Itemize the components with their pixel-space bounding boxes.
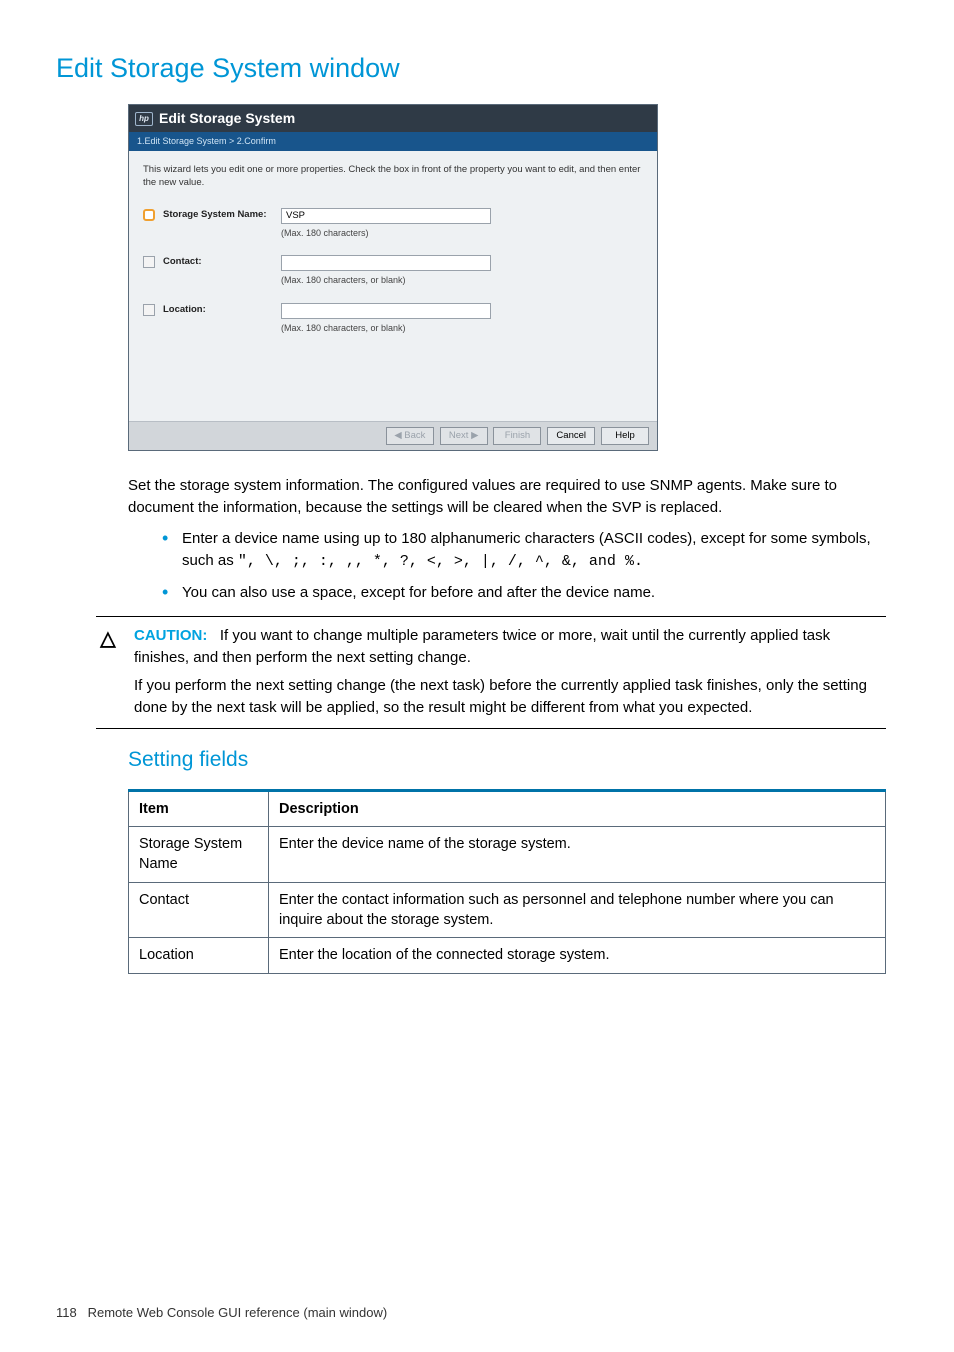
checkbox-location[interactable] bbox=[143, 304, 155, 316]
subheading-setting-fields: Setting fields bbox=[128, 745, 906, 774]
wizard-breadcrumb: 1.Edit Storage System > 2.Confirm bbox=[129, 132, 657, 151]
hint-storage-name: (Max. 180 characters) bbox=[281, 227, 491, 240]
checkbox-contact[interactable] bbox=[143, 256, 155, 268]
page-footer: 118 Remote Web Console GUI reference (ma… bbox=[48, 1304, 906, 1322]
table-row: Contact Enter the contact information su… bbox=[129, 882, 886, 938]
input-contact[interactable] bbox=[281, 255, 491, 271]
dialog-footer: ◀ Back Next ▶ Finish Cancel Help bbox=[129, 421, 657, 450]
form-row-location: Location: (Max. 180 characters, or blank… bbox=[143, 303, 643, 335]
bullet-list: Enter a device name using up to 180 alph… bbox=[162, 528, 886, 605]
caution-p2: If you perform the next setting change (… bbox=[134, 675, 886, 719]
cancel-button[interactable]: Cancel bbox=[547, 427, 595, 445]
form-row-contact: Contact: (Max. 180 characters, or blank) bbox=[143, 255, 643, 287]
form-row-storage-name: Storage System Name: (Max. 180 character… bbox=[143, 208, 643, 240]
help-button[interactable]: Help bbox=[601, 427, 649, 445]
caution-label: CAUTION: bbox=[134, 627, 207, 644]
caution-icon: △ bbox=[96, 625, 120, 718]
table-row: Location Enter the location of the conne… bbox=[129, 938, 886, 973]
finish-button[interactable]: Finish bbox=[493, 427, 541, 445]
hint-location: (Max. 180 characters, or blank) bbox=[281, 322, 491, 335]
bullet-item-1: Enter a device name using up to 180 alph… bbox=[162, 528, 886, 574]
label-location: Location: bbox=[163, 303, 281, 316]
back-button[interactable]: ◀ Back bbox=[386, 427, 434, 445]
th-item: Item bbox=[129, 790, 269, 826]
dialog-screenshot: hp Edit Storage System 1.Edit Storage Sy… bbox=[128, 104, 906, 451]
caution-p1: If you want to change multiple parameter… bbox=[134, 627, 830, 666]
input-location[interactable] bbox=[281, 303, 491, 319]
setting-fields-table: Item Description Storage System Name Ent… bbox=[128, 789, 886, 974]
checkbox-storage-name[interactable] bbox=[143, 209, 155, 221]
dialog-title: Edit Storage System bbox=[159, 109, 295, 129]
label-storage-name: Storage System Name: bbox=[163, 208, 281, 221]
dialog-titlebar: hp Edit Storage System bbox=[129, 105, 657, 133]
footer-text: Remote Web Console GUI reference (main w… bbox=[88, 1305, 388, 1320]
next-button[interactable]: Next ▶ bbox=[440, 427, 488, 445]
input-storage-name[interactable] bbox=[281, 208, 491, 224]
bullet-item-2: You can also use a space, except for bef… bbox=[162, 582, 886, 605]
hp-logo-icon: hp bbox=[135, 112, 153, 126]
page-number: 118 bbox=[56, 1305, 77, 1320]
th-desc: Description bbox=[269, 790, 886, 826]
hint-contact: (Max. 180 characters, or blank) bbox=[281, 274, 491, 287]
page-title: Edit Storage System window bbox=[56, 50, 906, 88]
dialog-intro-text: This wizard lets you edit one or more pr… bbox=[143, 163, 643, 190]
caution-block: △ CAUTION: If you want to change multipl… bbox=[96, 616, 886, 729]
label-contact: Contact: bbox=[163, 255, 281, 268]
table-row: Storage System Name Enter the device nam… bbox=[129, 827, 886, 883]
intro-paragraph: Set the storage system information. The … bbox=[128, 475, 886, 520]
